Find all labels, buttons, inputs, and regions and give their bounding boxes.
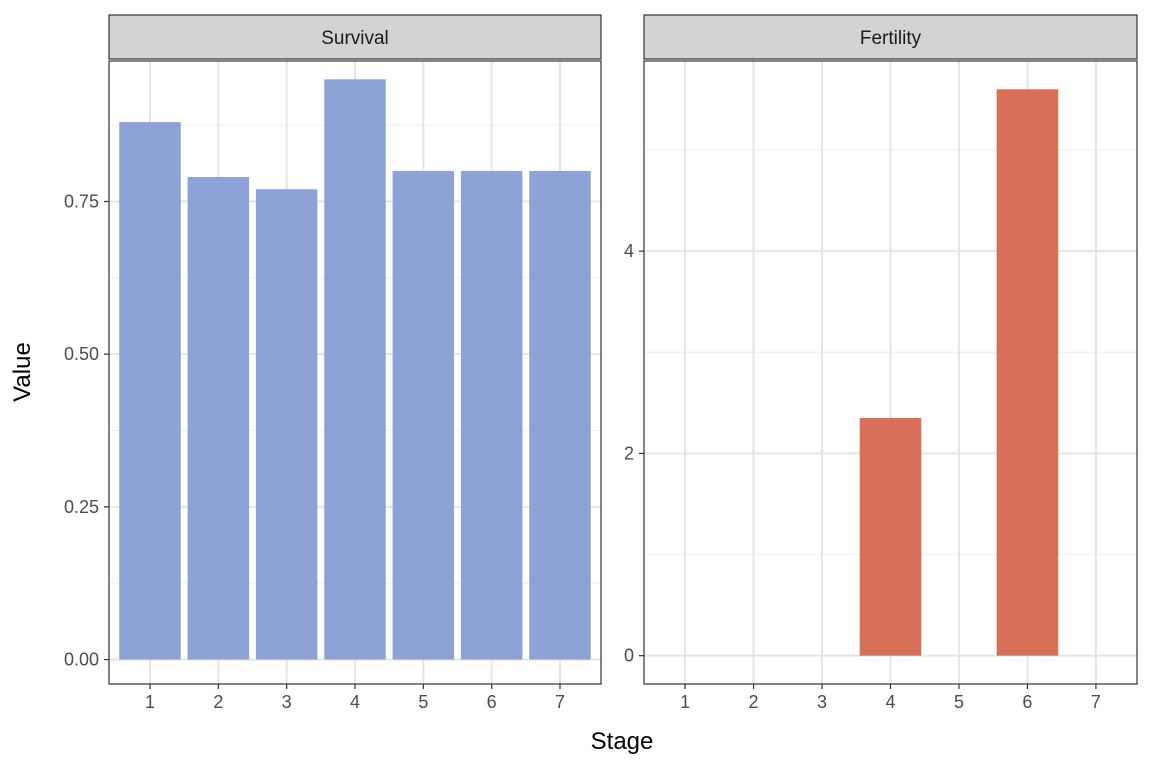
y-tick-label: 0.75 xyxy=(64,191,99,211)
bar xyxy=(996,89,1059,656)
x-tick-label: 5 xyxy=(418,692,428,712)
x-tick-label: 3 xyxy=(817,692,827,712)
facet-strip xyxy=(643,14,1138,60)
x-tick-label: 4 xyxy=(885,692,895,712)
y-tick-label: 4 xyxy=(624,241,634,261)
facet-strip-label: Survival xyxy=(321,28,389,49)
bar xyxy=(392,170,455,660)
x-tick-label: 7 xyxy=(1091,692,1101,712)
bar xyxy=(255,189,318,660)
x-tick-label: 7 xyxy=(555,692,565,712)
x-tick-label: 4 xyxy=(350,692,360,712)
x-tick-label: 1 xyxy=(145,692,155,712)
x-tick-label: 5 xyxy=(954,692,964,712)
bar xyxy=(324,79,386,660)
facet-strip xyxy=(108,14,602,60)
y-tick-label: 0.25 xyxy=(64,497,99,517)
bar xyxy=(187,177,250,660)
x-tick-label: 6 xyxy=(1022,692,1032,712)
bar xyxy=(460,170,523,660)
x-tick-label: 3 xyxy=(282,692,292,712)
facet-strip-label: Fertility xyxy=(860,28,922,49)
panel-fertility: Fertility 0 2 4 1 2 3 4 5 6 7 xyxy=(624,14,1138,712)
x-tick-label: 1 xyxy=(680,692,690,712)
y-tick-label: 0.50 xyxy=(64,344,99,364)
x-axis-title: Stage xyxy=(591,728,654,755)
y-axis-title: Value xyxy=(9,342,36,402)
y-tick-label: 0.00 xyxy=(64,650,99,670)
bar xyxy=(119,122,181,660)
x-tick-label: 2 xyxy=(213,692,223,712)
bar xyxy=(529,170,591,660)
y-tick-label: 0 xyxy=(624,646,634,666)
x-tick-label: 6 xyxy=(487,692,497,712)
panel-survival: Survival 0.00 0.25 0.50 0.75 1 2 3 4 5 6 7 xyxy=(64,14,602,712)
y-tick-label: 2 xyxy=(624,443,634,463)
x-tick-label: 2 xyxy=(749,692,759,712)
bar xyxy=(859,418,922,656)
